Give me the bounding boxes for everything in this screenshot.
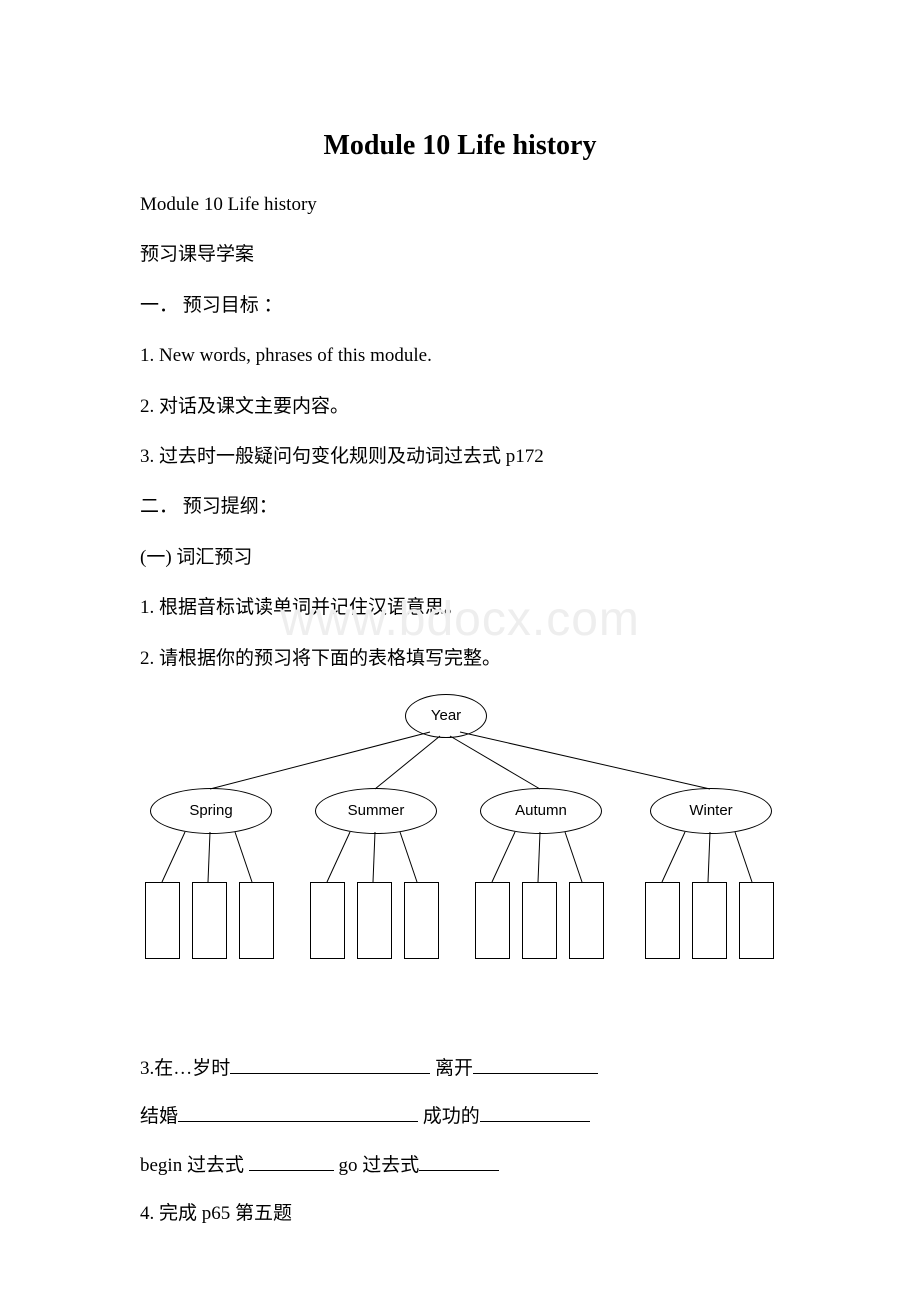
blank-input[interactable] [419, 1151, 499, 1171]
diagram-box[interactable] [645, 882, 680, 959]
q3-prefix: 3.在…岁时 [140, 1058, 230, 1079]
blank-input[interactable] [480, 1102, 590, 1122]
blank-input[interactable] [249, 1151, 334, 1171]
diagram-box[interactable] [739, 882, 774, 959]
s1-item2: 2. 对话及课文主要内容。 [140, 392, 780, 422]
section2-header: 二． 预习提纲： [140, 492, 780, 522]
diagram-node-autumn: Autumn [480, 788, 602, 834]
blank-input[interactable] [178, 1102, 418, 1122]
section1-header: 一． 预习目标 ： [140, 291, 780, 321]
diagram-box[interactable] [522, 882, 557, 959]
subtitle: Module 10 Life history [140, 190, 780, 220]
prep-guide-label: 预习课导学案 [140, 240, 780, 270]
q3-line2: 结婚 成功的 [140, 1102, 780, 1132]
s1-item3: 3. 过去时一般疑问句变化规则及动词过去式 p172 [140, 442, 780, 472]
s2-sub1: (一) 词汇预习 [140, 543, 780, 573]
blank-input[interactable] [230, 1054, 430, 1074]
q3-label5b: go 过去式 [334, 1155, 420, 1176]
diagram-box[interactable] [145, 882, 180, 959]
s1-item1: 1. New words, phrases of this module. [140, 341, 780, 371]
diagram-box[interactable] [475, 882, 510, 959]
diagram-box[interactable] [569, 882, 604, 959]
diagram-node-year: Year [405, 694, 487, 738]
page-title: Module 10 Life history [140, 130, 780, 162]
blank-input[interactable] [473, 1054, 598, 1074]
diagram-boxes-autumn [475, 882, 604, 959]
q3-line3: begin 过去式 go 过去式 [140, 1151, 780, 1181]
diagram-box[interactable] [357, 882, 392, 959]
q3-label5a: begin 过去式 [140, 1155, 249, 1176]
s2-item1: 1. 根据音标试读单词并记住汉语意思。 [140, 593, 780, 623]
s2-item2: 2. 请根据你的预习将下面的表格填写完整。 [140, 644, 780, 674]
diagram-boxes-summer [310, 882, 439, 959]
diagram-node-spring: Spring [150, 788, 272, 834]
diagram-box[interactable] [404, 882, 439, 959]
diagram-box[interactable] [692, 882, 727, 959]
diagram-boxes-winter [645, 882, 774, 959]
diagram-boxes-spring [145, 882, 274, 959]
year-season-diagram: Year Spring Summer Autumn Winter [140, 694, 780, 984]
q3-label4: 成功的 [418, 1106, 480, 1127]
diagram-box[interactable] [239, 882, 274, 959]
diagram-box[interactable] [192, 882, 227, 959]
diagram-node-winter: Winter [650, 788, 772, 834]
q3-line1: 3.在…岁时 离开 [140, 1054, 780, 1084]
q3-label2: 离开 [430, 1058, 473, 1079]
diagram-node-summer: Summer [315, 788, 437, 834]
q3-label3: 结婚 [140, 1106, 178, 1127]
diagram-box[interactable] [310, 882, 345, 959]
q4: 4. 完成 p65 第五题 [140, 1199, 780, 1229]
